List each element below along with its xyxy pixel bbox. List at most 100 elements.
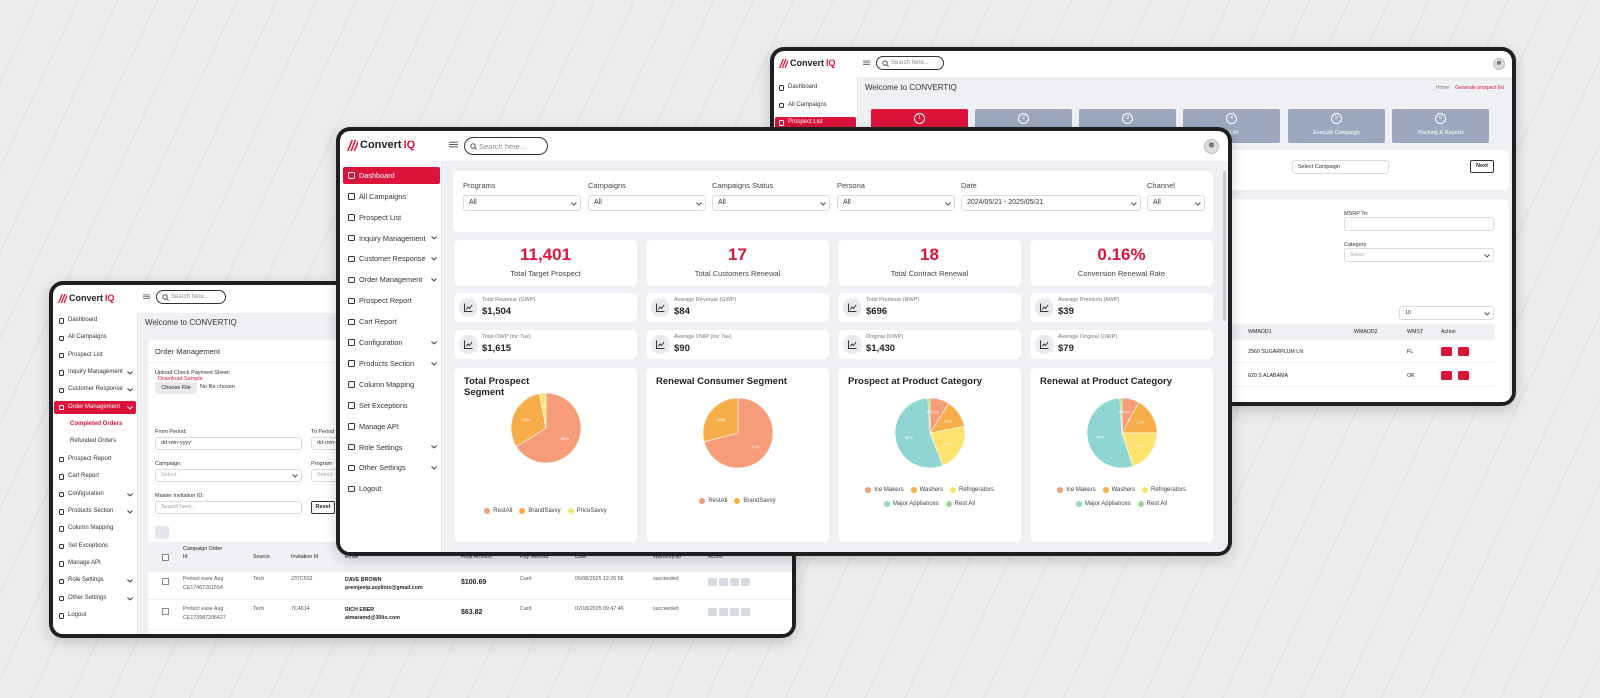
checkbox[interactable] (162, 554, 169, 561)
select-box[interactable]: Select (155, 469, 302, 482)
select-box[interactable]: 2024/05/21 - 2025/05/21 (961, 195, 1141, 211)
sidebar-item[interactable]: Manage API (54, 557, 136, 570)
action-icon[interactable] (719, 608, 728, 616)
cell-campaign: Protect ease Aug (183, 576, 224, 582)
action-icon[interactable] (741, 578, 750, 586)
text-input[interactable]: Search here... (155, 501, 302, 514)
sidebar-item[interactable]: All Campaigns (343, 188, 440, 205)
step[interactable]: 5 Execute Campaign (1288, 109, 1385, 143)
sidebar: Dashboard All Campaigns Prospect List Inqui… (340, 161, 442, 552)
stat-value: $1,615 (482, 343, 512, 354)
action-icon[interactable] (1458, 371, 1469, 380)
reset-button[interactable]: Reset (311, 501, 335, 514)
action-icon[interactable] (719, 578, 728, 586)
search-box[interactable]: Search here... (876, 56, 944, 70)
sidebar-item[interactable]: Other Settings (343, 460, 440, 477)
sidebar-item[interactable]: Prospect Report (54, 453, 136, 466)
chevron (431, 445, 437, 449)
sidebar-item[interactable]: Manage API (343, 418, 440, 435)
sidebar-item[interactable]: Prospect List (54, 349, 136, 362)
date-input[interactable]: dd-mm-yyyy (155, 437, 302, 450)
sidebar-item[interactable]: Refunded Orders (54, 436, 136, 449)
sidebar-item[interactable]: All Campaigns (775, 99, 856, 112)
stat-glyph (656, 303, 665, 312)
sidebar-item[interactable]: Logout (343, 481, 440, 498)
select-box[interactable]: Select (1344, 248, 1494, 262)
action-icon[interactable] (1441, 371, 1452, 380)
select-box[interactable]: 10 (1399, 306, 1494, 320)
select-box[interactable]: All (463, 195, 581, 211)
sidebar-item[interactable]: Logout (54, 609, 136, 622)
sidebar-icon (59, 405, 65, 411)
next-button[interactable]: Next (1470, 160, 1494, 173)
sidebar-icon (59, 578, 65, 584)
logo-stripe (347, 139, 354, 151)
menu-bar (863, 64, 870, 65)
sidebar-item[interactable]: Completed Orders (54, 419, 136, 432)
step[interactable]: 6 Tracking & Reports (1392, 109, 1489, 143)
sidebar-item[interactable]: Prospect List (775, 116, 856, 130)
sidebar-item[interactable]: Order Management (54, 401, 136, 415)
sidebar-item[interactable]: All Campaigns (54, 332, 136, 345)
action-icon[interactable] (730, 578, 739, 586)
sidebar-item[interactable]: Inquiry Management (54, 367, 136, 380)
to-label: To Period (311, 429, 335, 435)
breadcrumb-home[interactable]: Home (1435, 85, 1450, 91)
sidebar-icon (348, 255, 355, 263)
checkbox[interactable] (162, 578, 169, 585)
sidebar-item[interactable]: Role Settings (54, 575, 136, 588)
select-box[interactable]: All (837, 195, 955, 211)
chevron-path (292, 474, 298, 478)
sidebar-item[interactable]: Prospect Report (343, 292, 440, 309)
select-box[interactable]: Select Campaign (1292, 160, 1389, 174)
select-box[interactable]: All (588, 195, 706, 211)
sidebar-item[interactable]: Inquiry Management (343, 230, 440, 247)
action-icon[interactable] (708, 608, 717, 616)
legend-item: BrandSavvy (519, 508, 561, 514)
sidebar-item[interactable]: Configuration (54, 488, 136, 501)
sidebar-item[interactable]: Column Mapping (54, 523, 136, 536)
chevron-path (431, 257, 437, 261)
sidebar-label: All Campaigns (788, 101, 827, 108)
sidebar-item[interactable]: Column Mapping (343, 376, 440, 393)
search-box[interactable]: Search here... (156, 290, 226, 304)
sidebar-item[interactable]: Dashboard (775, 82, 856, 95)
sidebar-label: Dashboard (359, 170, 395, 180)
checkbox[interactable] (162, 608, 169, 615)
sidebar-item[interactable]: Order Management (343, 272, 440, 289)
sidebar-item[interactable]: Role Settings (343, 439, 440, 456)
sidebar-item[interactable]: Products Section (54, 505, 136, 518)
sidebar-item[interactable]: Set Exceptions (54, 540, 136, 553)
select-box[interactable]: All (1147, 195, 1205, 211)
sidebar-item[interactable]: Dashboard (54, 315, 136, 328)
chevron (1131, 201, 1137, 206)
sidebar-item[interactable]: Cart Report (343, 313, 440, 330)
select-box[interactable]: All (712, 195, 830, 211)
action-icon[interactable] (1458, 347, 1469, 356)
chevron-path (431, 236, 437, 240)
refresh-button[interactable] (155, 526, 169, 539)
stat-label: Average Original (OWP) (1058, 334, 1118, 340)
search-box[interactable]: Search here... (464, 137, 548, 155)
action-icon[interactable] (708, 578, 717, 586)
slice-label: 29% (717, 417, 725, 422)
upload-line: Upload Check Payment Sheet: Download Samp… (155, 370, 230, 382)
sidebar-item[interactable]: Cart Report (54, 471, 136, 484)
stat-card: Total Revenue (GWP) $1,504 (454, 293, 637, 322)
choose-file[interactable]: Choose File (155, 382, 197, 394)
sidebar-item[interactable]: Customer Response (343, 251, 440, 268)
action-icon[interactable] (1441, 347, 1452, 356)
sidebar-item[interactable]: Other Settings (54, 592, 136, 605)
sidebar-item[interactable]: Prospect List (343, 209, 440, 226)
sidebar-item[interactable]: Products Section (343, 355, 440, 372)
sidebar-item[interactable]: Dashboard (343, 167, 440, 184)
pie-slice (510, 393, 547, 448)
action-icon[interactable] (741, 608, 750, 616)
upload-link[interactable]: Download Sample (158, 376, 203, 382)
text-input[interactable] (1344, 217, 1494, 231)
filter-card: Programs All Campaigns All Campaigns Status A… (453, 171, 1213, 232)
sidebar-item[interactable]: Set Exceptions (343, 397, 440, 414)
sidebar-item[interactable]: Configuration (343, 334, 440, 351)
sidebar-item[interactable]: Customer Response (54, 384, 136, 397)
action-icon[interactable] (730, 608, 739, 616)
